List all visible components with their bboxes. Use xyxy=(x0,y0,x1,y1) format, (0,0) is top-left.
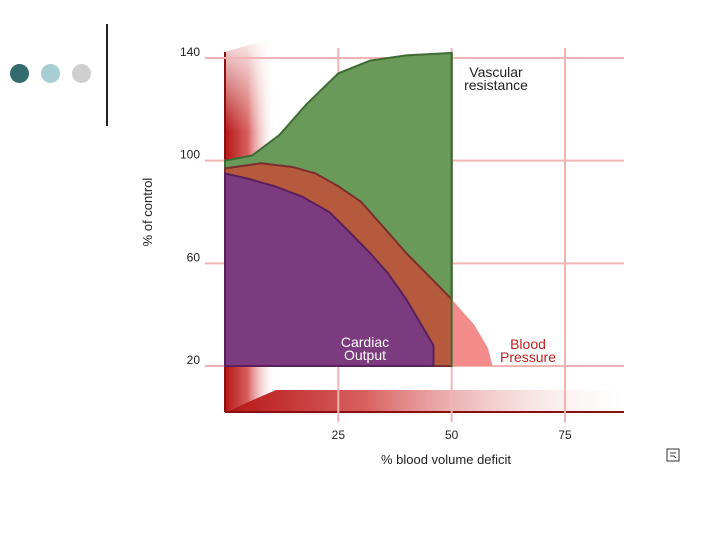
chart-floor xyxy=(225,390,624,412)
y-tick-label: 60 xyxy=(187,250,201,264)
bullet-dot xyxy=(72,64,91,83)
chart-areas xyxy=(224,51,493,367)
x-tick-label: 50 xyxy=(445,428,459,442)
vascular-resistance-label: resistance xyxy=(464,77,528,93)
y-tick-label: 140 xyxy=(180,45,200,59)
x-tick-label: 25 xyxy=(332,428,346,442)
y-tick-label: 20 xyxy=(187,353,201,367)
cardiac-output-label: Cardiac xyxy=(341,334,389,350)
bullet-dots xyxy=(10,64,94,86)
chart-ticks: 20 60 100 140 25 50 75 xyxy=(180,45,572,442)
y-tick-label: 100 xyxy=(180,148,200,162)
y-axis-label: % of control xyxy=(140,178,155,247)
bullet-dot xyxy=(10,64,29,83)
cardiac-output-label: Output xyxy=(344,347,386,363)
x-tick-label: 75 xyxy=(558,428,572,442)
divider-line xyxy=(106,24,108,126)
bullet-dot xyxy=(41,64,60,83)
cardiac-output-area xyxy=(224,172,435,367)
x-axis-label: % blood volume deficit xyxy=(381,452,511,467)
blood-pressure-label: Pressure xyxy=(500,349,556,365)
blood-pressure-label: Blood xyxy=(510,336,546,352)
vascular-resistance-label: Vascular xyxy=(469,64,523,80)
page-curl-icon xyxy=(666,448,680,462)
